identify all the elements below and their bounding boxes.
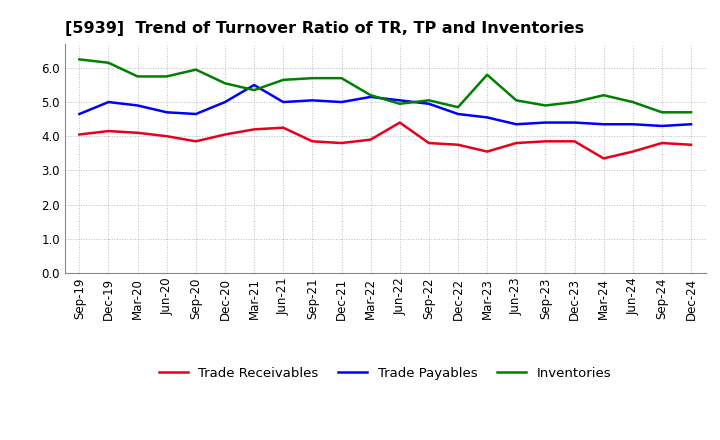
Trade Payables (570, 120, 579, 125)
Trade Payables (425, 101, 433, 106)
Trade Receivables (599, 156, 608, 161)
Trade Receivables (483, 149, 492, 154)
Trade Receivables (366, 137, 375, 142)
Inventories (75, 57, 84, 62)
Trade Payables (220, 99, 229, 105)
Inventories (395, 101, 404, 106)
Trade Payables (337, 99, 346, 105)
Trade Payables (308, 98, 317, 103)
Trade Receivables (192, 139, 200, 144)
Inventories (483, 72, 492, 77)
Trade Receivables (512, 140, 521, 146)
Trade Receivables (279, 125, 287, 130)
Line: Trade Payables: Trade Payables (79, 85, 691, 126)
Trade Receivables (133, 130, 142, 136)
Inventories (192, 67, 200, 72)
Inventories (337, 76, 346, 81)
Inventories (220, 81, 229, 86)
Trade Receivables (395, 120, 404, 125)
Trade Payables (687, 121, 696, 127)
Line: Trade Receivables: Trade Receivables (79, 123, 691, 158)
Trade Payables (395, 98, 404, 103)
Inventories (687, 110, 696, 115)
Trade Receivables (570, 139, 579, 144)
Trade Payables (279, 99, 287, 105)
Trade Payables (512, 121, 521, 127)
Trade Receivables (250, 127, 258, 132)
Trade Receivables (308, 139, 317, 144)
Trade Receivables (104, 128, 113, 134)
Trade Receivables (75, 132, 84, 137)
Inventories (454, 105, 462, 110)
Inventories (250, 88, 258, 93)
Trade Payables (250, 82, 258, 88)
Trade Payables (133, 103, 142, 108)
Trade Payables (454, 111, 462, 117)
Inventories (308, 76, 317, 81)
Trade Payables (104, 99, 113, 105)
Inventories (279, 77, 287, 82)
Inventories (599, 92, 608, 98)
Inventories (570, 99, 579, 105)
Trade Payables (541, 120, 550, 125)
Inventories (133, 74, 142, 79)
Legend: Trade Receivables, Trade Payables, Inventories: Trade Receivables, Trade Payables, Inven… (153, 362, 617, 385)
Inventories (425, 98, 433, 103)
Trade Payables (483, 115, 492, 120)
Line: Inventories: Inventories (79, 59, 691, 112)
Inventories (541, 103, 550, 108)
Trade Receivables (629, 149, 637, 154)
Trade Receivables (163, 134, 171, 139)
Trade Receivables (687, 142, 696, 147)
Trade Receivables (337, 140, 346, 146)
Trade Payables (629, 121, 637, 127)
Trade Payables (163, 110, 171, 115)
Inventories (163, 74, 171, 79)
Inventories (629, 99, 637, 105)
Inventories (104, 60, 113, 66)
Text: [5939]  Trend of Turnover Ratio of TR, TP and Inventories: [5939] Trend of Turnover Ratio of TR, TP… (65, 21, 584, 36)
Inventories (657, 110, 666, 115)
Trade Receivables (657, 140, 666, 146)
Trade Payables (192, 111, 200, 117)
Trade Payables (657, 123, 666, 128)
Trade Receivables (541, 139, 550, 144)
Trade Payables (75, 111, 84, 117)
Trade Payables (366, 94, 375, 99)
Trade Receivables (425, 140, 433, 146)
Inventories (366, 92, 375, 98)
Trade Receivables (220, 132, 229, 137)
Trade Payables (599, 121, 608, 127)
Inventories (512, 98, 521, 103)
Trade Receivables (454, 142, 462, 147)
